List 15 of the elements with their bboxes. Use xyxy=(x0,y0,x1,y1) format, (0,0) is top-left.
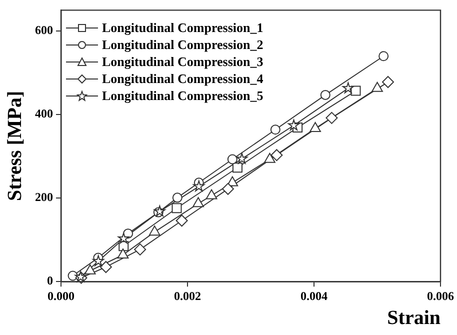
legend-label: Longitudinal Compression_4 xyxy=(102,71,264,87)
legend-label: Longitudinal Compression_5 xyxy=(102,88,264,104)
y-axis-title: Stress [MPa] xyxy=(4,90,26,201)
x-tick-label: 0.004 xyxy=(300,288,328,303)
x-tick-label: 0.006 xyxy=(427,288,454,303)
y-tick-label: 400 xyxy=(35,106,53,121)
x-axis-title: Strain xyxy=(387,307,440,330)
legend-label: Longitudinal Compression_3 xyxy=(102,54,264,70)
legend-label: Longitudinal Compression_1 xyxy=(102,20,264,36)
x-tick-label: 0.000 xyxy=(48,288,74,303)
y-tick-label: 200 xyxy=(35,190,53,204)
y-tick-label: 600 xyxy=(35,23,53,38)
legend-label: Longitudinal Compression_2 xyxy=(102,37,264,53)
x-tick-label: 0.002 xyxy=(174,288,201,303)
y-tick-label: 0 xyxy=(47,274,53,288)
